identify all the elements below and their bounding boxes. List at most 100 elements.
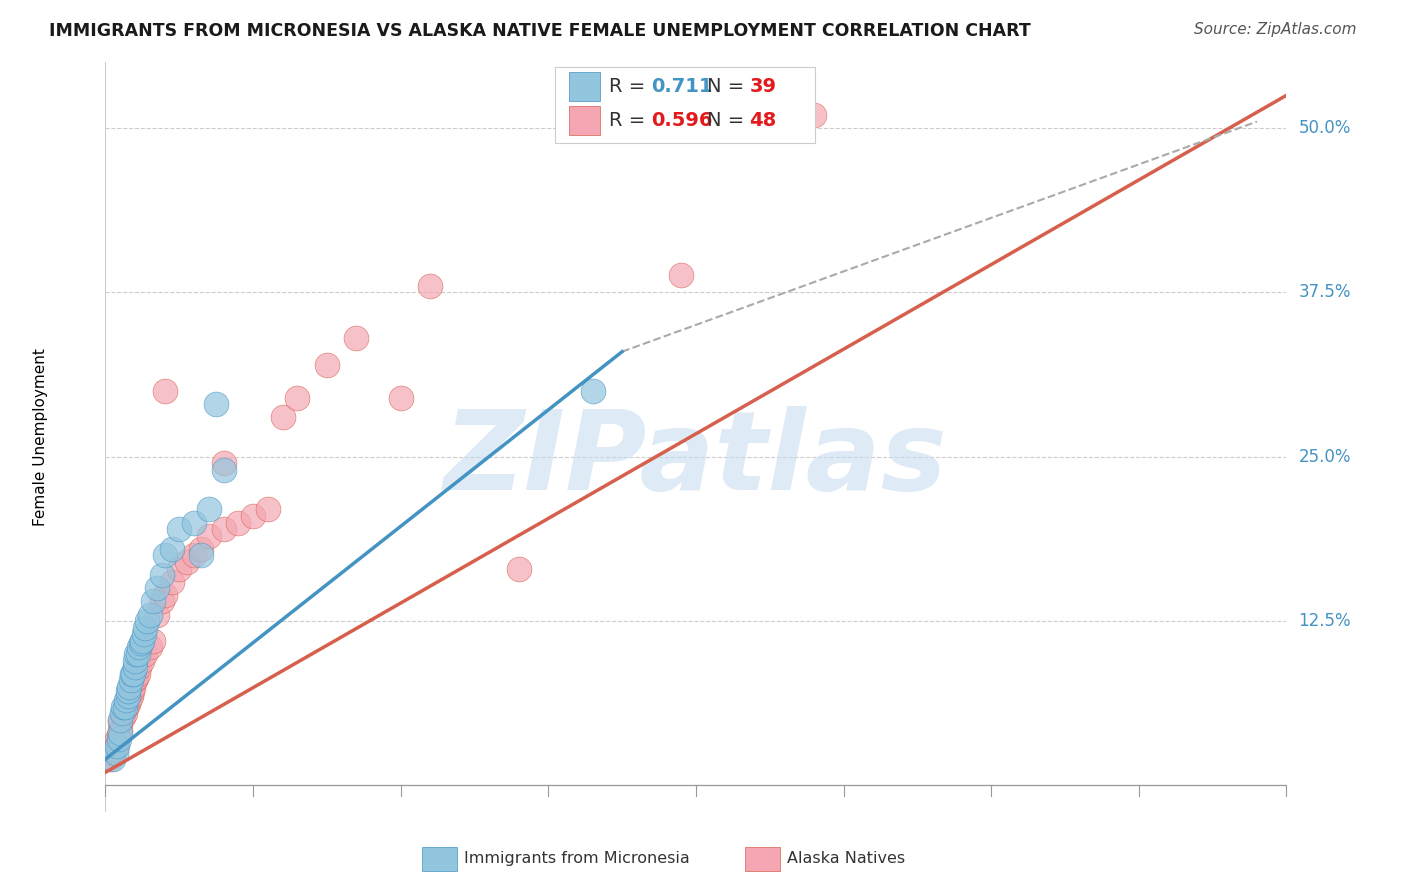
Point: [389, 391, 412, 405]
Text: 0.596: 0.596: [651, 111, 713, 130]
Point: [582, 384, 605, 398]
Point: [118, 680, 141, 694]
Point: [110, 713, 132, 727]
Point: [107, 732, 129, 747]
Point: [122, 666, 145, 681]
Point: [153, 549, 176, 563]
Text: 0.711: 0.711: [651, 77, 713, 96]
Point: [146, 607, 169, 622]
Point: [129, 636, 152, 650]
Point: [271, 410, 294, 425]
Point: [125, 671, 148, 685]
Point: [127, 666, 149, 681]
Point: [120, 673, 142, 688]
Point: [212, 456, 235, 470]
Point: [134, 621, 156, 635]
Point: [508, 561, 530, 575]
Point: [803, 108, 825, 122]
Point: [115, 699, 138, 714]
Point: [153, 384, 176, 398]
Point: [121, 683, 143, 698]
Point: [122, 680, 145, 694]
Point: [138, 640, 162, 655]
Text: Alaska Natives: Alaska Natives: [787, 851, 905, 865]
Point: [142, 594, 165, 608]
Point: [117, 697, 139, 711]
Point: [134, 647, 156, 661]
Text: R =: R =: [609, 77, 651, 96]
Point: [287, 391, 309, 405]
Point: [150, 594, 173, 608]
Point: [212, 522, 235, 536]
Point: [160, 541, 183, 556]
Point: [153, 588, 176, 602]
Point: [346, 331, 368, 345]
Text: 37.5%: 37.5%: [1298, 284, 1351, 301]
Point: [197, 529, 219, 543]
Point: [104, 746, 127, 760]
Point: [315, 358, 337, 372]
Point: [183, 516, 205, 530]
Point: [142, 633, 165, 648]
Point: [176, 555, 198, 569]
Point: [114, 706, 136, 720]
Point: [125, 647, 148, 661]
Point: [132, 627, 155, 641]
Point: [131, 654, 153, 668]
Point: [135, 614, 157, 628]
Point: [197, 502, 219, 516]
Point: [169, 522, 191, 536]
Text: 39: 39: [749, 77, 776, 96]
Text: R =: R =: [609, 111, 651, 130]
Point: [671, 268, 693, 283]
Point: [127, 647, 149, 661]
Point: [101, 746, 124, 760]
Point: [150, 568, 173, 582]
Point: [117, 683, 139, 698]
Point: [183, 549, 205, 563]
Point: [103, 741, 125, 756]
Text: N =: N =: [707, 111, 751, 130]
Text: Female Unemployment: Female Unemployment: [32, 348, 48, 526]
Point: [114, 699, 136, 714]
Point: [190, 541, 212, 556]
Point: [124, 654, 146, 668]
Text: Immigrants from Micronesia: Immigrants from Micronesia: [464, 851, 690, 865]
Point: [124, 660, 146, 674]
Point: [160, 574, 183, 589]
Text: 12.5%: 12.5%: [1298, 612, 1351, 630]
Text: 50.0%: 50.0%: [1298, 120, 1351, 137]
Point: [117, 689, 139, 703]
Text: IMMIGRANTS FROM MICRONESIA VS ALASKA NATIVE FEMALE UNEMPLOYMENT CORRELATION CHAR: IMMIGRANTS FROM MICRONESIA VS ALASKA NAT…: [49, 22, 1031, 40]
Point: [110, 715, 132, 730]
Point: [101, 752, 124, 766]
Text: Source: ZipAtlas.com: Source: ZipAtlas.com: [1194, 22, 1357, 37]
Point: [121, 666, 143, 681]
Point: [111, 706, 134, 720]
Point: [124, 673, 146, 688]
Point: [128, 640, 150, 655]
Point: [146, 581, 169, 595]
Point: [212, 463, 235, 477]
Point: [118, 693, 141, 707]
Point: [105, 739, 128, 753]
Point: [110, 726, 132, 740]
Point: [107, 729, 129, 743]
Point: [169, 561, 191, 575]
Point: [120, 689, 142, 703]
Text: N =: N =: [707, 77, 751, 96]
Point: [419, 279, 441, 293]
Point: [190, 549, 212, 563]
Point: [98, 752, 121, 766]
Point: [105, 732, 128, 747]
Point: [138, 607, 162, 622]
Point: [205, 397, 228, 411]
Point: [115, 693, 138, 707]
Point: [128, 660, 150, 674]
Point: [131, 633, 153, 648]
Point: [257, 502, 280, 516]
Point: [242, 508, 264, 523]
Text: 48: 48: [749, 111, 776, 130]
Point: [110, 723, 132, 738]
Text: ZIPatlas: ZIPatlas: [444, 406, 948, 513]
